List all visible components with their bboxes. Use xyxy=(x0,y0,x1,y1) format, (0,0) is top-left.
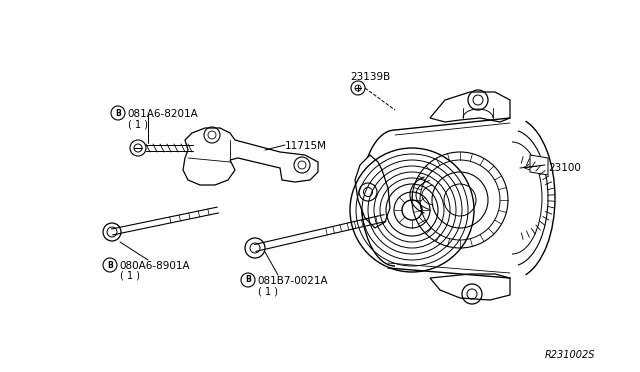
Text: 081A6-8201A: 081A6-8201A xyxy=(127,109,198,119)
Text: ( 1 ): ( 1 ) xyxy=(128,119,148,129)
Text: B: B xyxy=(115,109,121,118)
Text: ( 1 ): ( 1 ) xyxy=(258,286,278,296)
Text: B: B xyxy=(107,260,113,269)
Text: ( 1 ): ( 1 ) xyxy=(120,271,140,281)
Text: 081B7-0021A: 081B7-0021A xyxy=(257,276,328,286)
Text: B: B xyxy=(245,276,251,285)
Circle shape xyxy=(245,238,265,258)
Circle shape xyxy=(103,223,121,241)
Polygon shape xyxy=(530,155,548,175)
Text: 23100: 23100 xyxy=(548,163,581,173)
Text: 080A6-8901A: 080A6-8901A xyxy=(119,261,189,271)
Text: R231002S: R231002S xyxy=(545,350,595,360)
Polygon shape xyxy=(183,128,318,185)
Polygon shape xyxy=(430,92,510,122)
Polygon shape xyxy=(430,274,510,300)
Polygon shape xyxy=(355,155,390,228)
Text: 23139B: 23139B xyxy=(350,72,390,82)
Text: 11715M: 11715M xyxy=(285,141,327,151)
